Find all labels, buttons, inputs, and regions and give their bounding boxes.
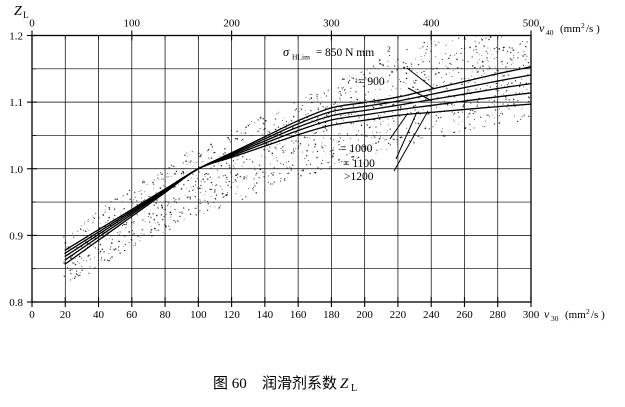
svg-text:0.9: 0.9 bbox=[9, 230, 23, 242]
svg-text:500: 500 bbox=[523, 18, 540, 30]
svg-text:/s ): /s ) bbox=[591, 309, 605, 321]
svg-text:120: 120 bbox=[223, 309, 240, 321]
svg-text:L: L bbox=[23, 10, 29, 20]
svg-text:140: 140 bbox=[257, 309, 274, 321]
svg-text:260: 260 bbox=[456, 309, 473, 321]
svg-text:300: 300 bbox=[523, 309, 540, 321]
svg-text:= 1000: = 1000 bbox=[340, 143, 373, 155]
svg-text:L: L bbox=[351, 383, 357, 394]
svg-text:20: 20 bbox=[60, 309, 72, 321]
svg-text:1.1: 1.1 bbox=[9, 97, 23, 109]
svg-text:80: 80 bbox=[160, 309, 172, 321]
svg-text:0.8: 0.8 bbox=[9, 297, 23, 309]
svg-text:v: v bbox=[539, 21, 545, 35]
svg-text:v: v bbox=[544, 307, 550, 321]
svg-text:润滑剂系数: 润滑剂系数 bbox=[262, 375, 337, 392]
svg-text:40: 40 bbox=[546, 28, 554, 37]
svg-text:Z: Z bbox=[340, 376, 349, 392]
svg-text:40: 40 bbox=[93, 309, 105, 321]
svg-text:30: 30 bbox=[551, 314, 559, 323]
svg-text:300: 300 bbox=[323, 18, 340, 30]
svg-text:>1200: >1200 bbox=[344, 171, 374, 183]
svg-text:280: 280 bbox=[489, 309, 506, 321]
svg-text:1.0: 1.0 bbox=[9, 164, 23, 176]
svg-text:850 N mm: 850 N mm bbox=[325, 47, 374, 59]
svg-text:(mm: (mm bbox=[560, 23, 581, 35]
svg-text:400: 400 bbox=[423, 18, 440, 30]
svg-text:100: 100 bbox=[190, 309, 207, 321]
svg-text:100: 100 bbox=[124, 18, 141, 30]
svg-text:2: 2 bbox=[586, 307, 590, 316]
svg-text:/s ): /s ) bbox=[586, 23, 600, 35]
svg-text:1.2: 1.2 bbox=[9, 31, 23, 43]
svg-text:2: 2 bbox=[581, 21, 585, 30]
svg-text:60: 60 bbox=[126, 309, 138, 321]
svg-text:200: 200 bbox=[356, 309, 373, 321]
svg-text:0: 0 bbox=[29, 18, 35, 30]
svg-text:HLim: HLim bbox=[292, 53, 310, 62]
svg-text:σ: σ bbox=[283, 45, 290, 59]
svg-text:= 900: = 900 bbox=[358, 76, 385, 88]
svg-text:160: 160 bbox=[290, 309, 307, 321]
svg-text:= 1100: = 1100 bbox=[343, 158, 375, 170]
svg-text:220: 220 bbox=[390, 309, 407, 321]
svg-text:0: 0 bbox=[29, 309, 35, 321]
svg-text:180: 180 bbox=[323, 309, 340, 321]
svg-text:Z: Z bbox=[14, 4, 22, 19]
svg-text:2: 2 bbox=[387, 45, 391, 54]
svg-text:=: = bbox=[316, 46, 322, 58]
svg-text:240: 240 bbox=[423, 309, 440, 321]
svg-text:200: 200 bbox=[223, 18, 240, 30]
svg-text:图 60: 图 60 bbox=[213, 375, 247, 392]
svg-text:(mm: (mm bbox=[565, 309, 586, 321]
